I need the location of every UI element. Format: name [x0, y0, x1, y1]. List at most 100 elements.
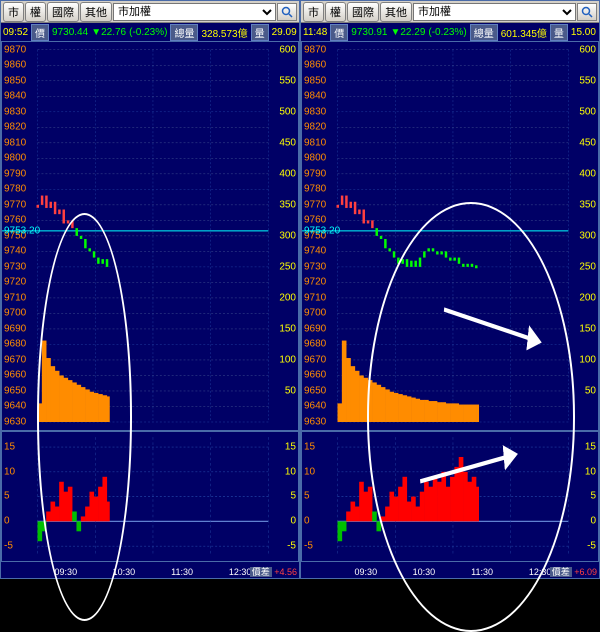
- y-axis-left-label: 9840: [4, 91, 26, 102]
- chart-panel: 市權國際其他市加權09:52價9730.44▼22.76(-0.23%)總量32…: [0, 0, 300, 579]
- y-axis-left-label: 9660: [4, 370, 26, 381]
- chart-area: 9630964096509660967096809690970097109720…: [301, 41, 599, 578]
- tab-button[interactable]: 權: [25, 2, 46, 22]
- y-axis-right-label: 50: [285, 385, 296, 396]
- sub-y-left-label: 0: [304, 516, 310, 527]
- sub-y-left-label: 5: [304, 491, 310, 502]
- search-button[interactable]: [577, 3, 597, 21]
- last-value: 15.00: [571, 27, 596, 38]
- y-axis-left-label: 9710: [304, 292, 326, 303]
- sub-y-right-label: 0: [290, 516, 296, 527]
- ref-line-label: 9753.20: [304, 225, 340, 236]
- last-value: 29.09: [272, 27, 297, 38]
- y-axis-left-label: 9720: [304, 277, 326, 288]
- y-axis-left-label: 9860: [304, 60, 326, 71]
- tab-button[interactable]: 權: [325, 2, 346, 22]
- y-axis-left-label: 9870: [304, 44, 326, 55]
- sub-y-right-label: 10: [585, 466, 596, 477]
- last-label: 量: [251, 24, 269, 41]
- sub-y-left-label: 10: [4, 466, 15, 477]
- sub-y-right-label: 10: [285, 466, 296, 477]
- y-axis-left-label: 9800: [304, 153, 326, 164]
- y-axis-left-label: 9820: [304, 122, 326, 133]
- y-axis-left-label: 9780: [4, 184, 26, 195]
- y-axis-left-label: 9650: [4, 385, 26, 396]
- price-value: 9730.91: [351, 27, 387, 38]
- y-axis-left-label: 9690: [304, 323, 326, 334]
- vol-label: 總量: [470, 24, 498, 41]
- y-axis-right-label: 250: [579, 261, 596, 272]
- y-axis-left-label: 9630: [4, 416, 26, 427]
- main-chart[interactable]: 9630964096509660967096809690970097109720…: [1, 41, 299, 431]
- x-axis-label: 12:30: [229, 567, 252, 577]
- y-axis-right-label: 500: [279, 106, 296, 117]
- y-axis-left-label: 9670: [304, 354, 326, 365]
- y-axis-right-label: 550: [279, 75, 296, 86]
- y-axis-left-label: 9680: [304, 339, 326, 350]
- y-axis-left-label: 9660: [304, 370, 326, 381]
- vol-value: 328.573億: [201, 25, 247, 40]
- ref-line-label: 9753.20: [4, 225, 40, 236]
- y-axis-right-label: 600: [279, 44, 296, 55]
- y-axis-left-label: 9810: [4, 137, 26, 148]
- y-axis-left-label: 9800: [4, 153, 26, 164]
- x-axis-label: 11:30: [471, 567, 493, 577]
- sub-y-right-label: -5: [287, 540, 296, 551]
- sub-y-right-label: -5: [587, 540, 596, 551]
- vol-label: 總量: [170, 24, 198, 41]
- y-axis-left-label: 9690: [4, 323, 26, 334]
- sub-y-right-label: 5: [290, 491, 296, 502]
- change-value: ▼22.76: [91, 27, 126, 38]
- y-axis-left-label: 9730: [4, 261, 26, 272]
- info-bar: 11:48價9730.91▼22.29(-0.23%)總量601.345億量15…: [301, 23, 599, 41]
- y-axis-left-label: 9820: [4, 122, 26, 133]
- price-value: 9730.44: [52, 27, 88, 38]
- tab-button[interactable]: 市: [303, 2, 324, 22]
- y-axis-left-label: 9830: [4, 106, 26, 117]
- symbol-dropdown[interactable]: 市加權: [413, 3, 576, 21]
- y-axis-right-label: 300: [579, 230, 596, 241]
- y-axis-left-label: 9680: [4, 339, 26, 350]
- symbol-dropdown[interactable]: 市加權: [113, 3, 276, 21]
- y-axis-left-label: 9760: [304, 215, 326, 226]
- y-axis-left-label: 9840: [304, 91, 326, 102]
- y-axis-left-label: 9830: [304, 106, 326, 117]
- y-axis-right-label: 450: [279, 137, 296, 148]
- diff-label: 價差 +4.56: [250, 565, 297, 578]
- tab-button[interactable]: 國際: [47, 2, 79, 22]
- sub-y-right-label: 0: [590, 516, 596, 527]
- sub-chart[interactable]: -5-5005510101515: [301, 431, 599, 562]
- y-axis-left-label: 9740: [4, 246, 26, 257]
- search-button[interactable]: [277, 3, 297, 21]
- y-axis-right-label: 300: [279, 230, 296, 241]
- y-axis-left-label: 9850: [4, 75, 26, 86]
- change-value: ▼22.29: [390, 27, 425, 38]
- tab-button[interactable]: 國際: [347, 2, 379, 22]
- tab-button[interactable]: 其他: [80, 2, 112, 22]
- tab-button[interactable]: 市: [3, 2, 24, 22]
- x-axis-label: 09:30: [55, 567, 78, 577]
- sub-y-left-label: 0: [4, 516, 10, 527]
- y-axis-right-label: 400: [279, 168, 296, 179]
- y-axis-right-label: 450: [579, 137, 596, 148]
- y-axis-left-label: 9650: [304, 385, 326, 396]
- y-axis-left-label: 9870: [4, 44, 26, 55]
- y-axis-left-label: 9740: [304, 246, 326, 257]
- y-axis-right-label: 350: [279, 199, 296, 210]
- y-axis-left-label: 9790: [4, 168, 26, 179]
- y-axis-right-label: 400: [579, 168, 596, 179]
- main-chart[interactable]: 9630964096509660967096809690970097109720…: [301, 41, 599, 431]
- y-axis-left-label: 9640: [4, 401, 26, 412]
- x-axis-label: 12:30: [529, 567, 552, 577]
- y-axis-left-label: 9850: [304, 75, 326, 86]
- tab-button[interactable]: 其他: [380, 2, 412, 22]
- y-axis-right-label: 500: [579, 106, 596, 117]
- sub-chart[interactable]: -5-5005510101515: [1, 431, 299, 562]
- sub-y-left-label: 15: [304, 441, 315, 452]
- pct-value: (-0.23%): [129, 27, 167, 38]
- y-axis-left-label: 9770: [304, 199, 326, 210]
- y-axis-right-label: 50: [585, 385, 596, 396]
- y-axis-right-label: 150: [279, 323, 296, 334]
- y-axis-right-label: 550: [579, 75, 596, 86]
- chart-panel: 市權國際其他市加權 11:48價9730.91▼22.29(-0.23%)總量60…: [300, 0, 600, 579]
